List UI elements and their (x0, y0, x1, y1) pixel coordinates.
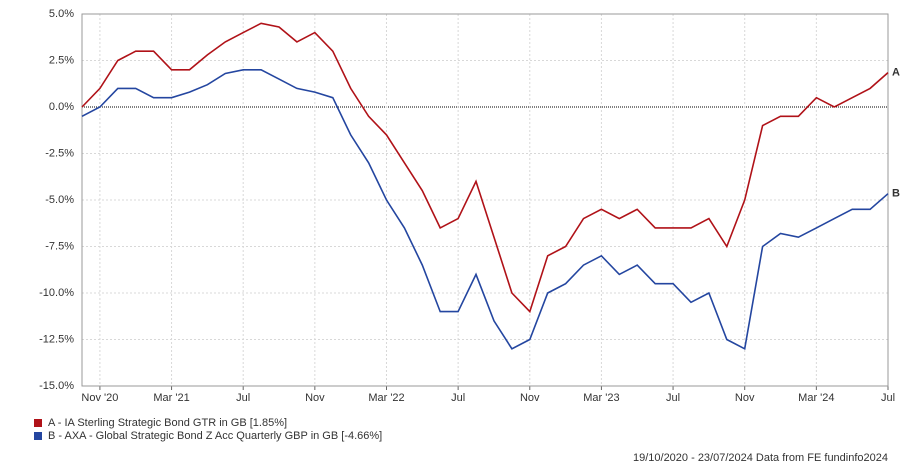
x-tick-label: Nov (735, 392, 755, 404)
y-tick-label: 0.0% (49, 101, 74, 113)
x-tick-label: Jul (451, 392, 465, 404)
series-line (81, 22, 889, 314)
y-tick-label: 5.0% (49, 8, 74, 20)
plot-frame (81, 13, 889, 387)
y-tick-label: -7.5% (45, 240, 74, 252)
y-tick-label: -10.0% (39, 287, 74, 299)
x-tick-label: Nov '20 (81, 392, 118, 404)
y-tick-label: -2.5% (45, 147, 74, 159)
y-tick-label: -15.0% (39, 380, 74, 392)
legend-swatch (34, 419, 42, 427)
y-tick-label: -12.5% (39, 333, 74, 345)
x-tick-label: Jul (236, 392, 250, 404)
legend-label: A - IA Sterling Strategic Bond GTR in GB… (48, 417, 287, 429)
footer: 19/10/2020 - 23/07/2024 Data from FE fun… (633, 452, 888, 464)
y-tick-label: -5.0% (45, 194, 74, 206)
series-line (81, 69, 889, 351)
end-label: A (892, 66, 900, 78)
x-tick-label: Jul (666, 392, 680, 404)
x-tick-label: Mar '21 (153, 392, 189, 404)
end-label: B (892, 188, 900, 200)
legend-swatch (34, 432, 42, 440)
x-tick-label: Nov (305, 392, 325, 404)
x-tick-label: Mar '22 (368, 392, 404, 404)
y-tick-label: 2.5% (49, 54, 74, 66)
x-tick-label: Nov (520, 392, 540, 404)
legend-label: B - AXA - Global Strategic Bond Z Acc Qu… (48, 430, 382, 442)
x-tick-label: Jul (881, 392, 895, 404)
x-tick-label: Mar '24 (798, 392, 834, 404)
x-tick-label: Mar '23 (583, 392, 619, 404)
